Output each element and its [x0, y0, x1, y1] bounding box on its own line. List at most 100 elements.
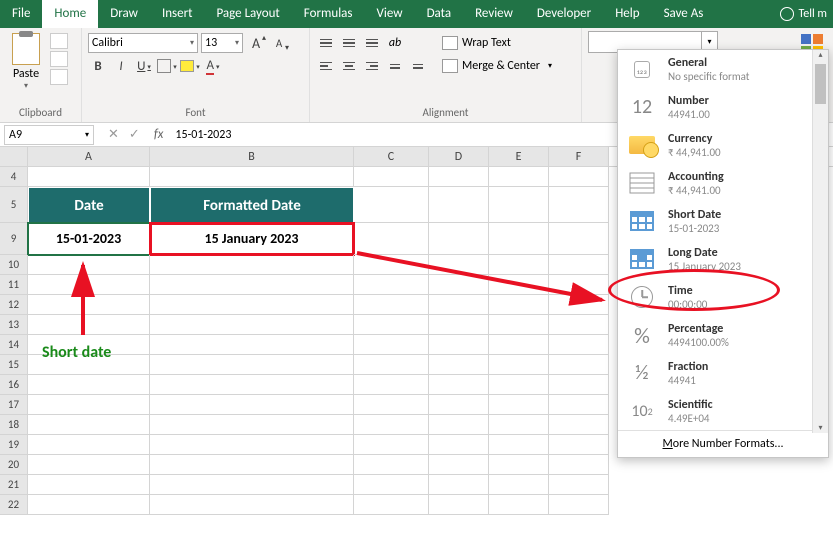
- format-fraction[interactable]: ½ Fraction44941: [618, 354, 828, 392]
- cell-c12[interactable]: [354, 295, 429, 315]
- fx-icon[interactable]: fx: [154, 127, 164, 142]
- cell-f15[interactable]: [549, 355, 609, 375]
- cell-a21[interactable]: [28, 475, 150, 495]
- cell-e13[interactable]: [489, 315, 549, 335]
- cell-b13[interactable]: [150, 315, 354, 335]
- cell-a20[interactable]: [28, 455, 150, 475]
- select-all-corner[interactable]: [0, 147, 28, 166]
- cell-f5[interactable]: [549, 187, 609, 223]
- cell-d17[interactable]: [429, 395, 489, 415]
- cell-b17[interactable]: [150, 395, 354, 415]
- tab-help[interactable]: Help: [603, 0, 651, 28]
- font-color-button[interactable]: A▾: [203, 56, 223, 76]
- cell-e17[interactable]: [489, 395, 549, 415]
- cell-c20[interactable]: [354, 455, 429, 475]
- row-header-10[interactable]: 10: [0, 255, 28, 275]
- cell-b15[interactable]: [150, 355, 354, 375]
- cell-d19[interactable]: [429, 435, 489, 455]
- cell-f19[interactable]: [549, 435, 609, 455]
- fill-color-button[interactable]: ▾: [180, 56, 200, 76]
- row-header-16[interactable]: 16: [0, 375, 28, 395]
- align-middle-button[interactable]: [339, 33, 359, 53]
- bold-button[interactable]: B: [88, 56, 108, 76]
- cell-b5[interactable]: Formatted Date: [150, 187, 354, 223]
- cell-b21[interactable]: [150, 475, 354, 495]
- cell-c9[interactable]: [354, 223, 429, 255]
- cell-b20[interactable]: [150, 455, 354, 475]
- row-header-20[interactable]: 20: [0, 455, 28, 475]
- cell-d9[interactable]: [429, 223, 489, 255]
- cell-b9[interactable]: 15 January 2023: [150, 223, 354, 255]
- cell-b4[interactable]: [150, 167, 354, 187]
- cell-d11[interactable]: [429, 275, 489, 295]
- col-header-a[interactable]: A: [28, 147, 150, 166]
- cell-e10[interactable]: [489, 255, 549, 275]
- tab-draw[interactable]: Draw: [98, 0, 150, 28]
- cell-c10[interactable]: [354, 255, 429, 275]
- col-header-e[interactable]: E: [489, 147, 549, 166]
- format-accounting[interactable]: Accounting₹ 44,941.00: [618, 164, 828, 202]
- underline-button[interactable]: U▾: [134, 56, 154, 76]
- format-currency[interactable]: Currency₹ 44,941.00: [618, 126, 828, 164]
- col-header-f[interactable]: F: [549, 147, 609, 166]
- font-size-combo[interactable]: 13▾: [201, 33, 243, 53]
- cell-a12[interactable]: [28, 295, 150, 315]
- cell-e19[interactable]: [489, 435, 549, 455]
- cell-f21[interactable]: [549, 475, 609, 495]
- cell-c19[interactable]: [354, 435, 429, 455]
- cell-c14[interactable]: [354, 335, 429, 355]
- format-general[interactable]: ₁₂₃ GeneralNo specific format: [618, 50, 828, 88]
- paste-button[interactable]: Paste ▾: [6, 31, 46, 91]
- cell-a4[interactable]: [28, 167, 150, 187]
- increase-font-button[interactable]: A▴: [246, 33, 266, 53]
- tab-page-layout[interactable]: Page Layout: [204, 0, 291, 28]
- cell-b16[interactable]: [150, 375, 354, 395]
- cell-f12[interactable]: [549, 295, 609, 315]
- orientation-button[interactable]: ab: [385, 33, 405, 53]
- cell-f20[interactable]: [549, 455, 609, 475]
- wrap-text-button[interactable]: Wrap Text: [438, 33, 556, 53]
- format-time[interactable]: Time00:00:00: [618, 278, 828, 316]
- row-header-13[interactable]: 13: [0, 315, 28, 335]
- row-header-5[interactable]: 5: [0, 187, 28, 223]
- cell-c21[interactable]: [354, 475, 429, 495]
- cell-e16[interactable]: [489, 375, 549, 395]
- cell-f22[interactable]: [549, 495, 609, 515]
- tab-insert[interactable]: Insert: [150, 0, 205, 28]
- merge-center-button[interactable]: Merge & Center▾: [438, 56, 556, 76]
- format-percentage[interactable]: % Percentage4494100.00%: [618, 316, 828, 354]
- cell-f10[interactable]: [549, 255, 609, 275]
- cell-a16[interactable]: [28, 375, 150, 395]
- cell-a22[interactable]: [28, 495, 150, 515]
- cell-e14[interactable]: [489, 335, 549, 355]
- enter-icon[interactable]: ✓: [129, 127, 140, 142]
- cell-b19[interactable]: [150, 435, 354, 455]
- row-header-17[interactable]: 17: [0, 395, 28, 415]
- cell-d16[interactable]: [429, 375, 489, 395]
- row-header-14[interactable]: 14: [0, 335, 28, 355]
- cell-d20[interactable]: [429, 455, 489, 475]
- align-left-button[interactable]: [316, 56, 336, 76]
- row-header-15[interactable]: 15: [0, 355, 28, 375]
- cell-a11[interactable]: [28, 275, 150, 295]
- cell-d15[interactable]: [429, 355, 489, 375]
- cell-d14[interactable]: [429, 335, 489, 355]
- row-header-9[interactable]: 9: [0, 223, 28, 255]
- cell-a10[interactable]: [28, 255, 150, 275]
- align-top-button[interactable]: [316, 33, 336, 53]
- align-center-button[interactable]: [339, 56, 359, 76]
- dropdown-scrollbar[interactable]: [812, 50, 828, 433]
- cell-b11[interactable]: [150, 275, 354, 295]
- cell-f16[interactable]: [549, 375, 609, 395]
- row-header-21[interactable]: 21: [0, 475, 28, 495]
- tab-developer[interactable]: Developer: [525, 0, 603, 28]
- row-header-22[interactable]: 22: [0, 495, 28, 515]
- italic-button[interactable]: I: [111, 56, 131, 76]
- cancel-icon[interactable]: ✕: [108, 127, 119, 142]
- col-header-b[interactable]: B: [150, 147, 354, 166]
- cell-c5[interactable]: [354, 187, 429, 223]
- tell-me[interactable]: Tell m: [774, 7, 833, 21]
- col-header-c[interactable]: C: [354, 147, 429, 166]
- cell-a9[interactable]: 15-01-2023: [28, 223, 150, 255]
- row-header-18[interactable]: 18: [0, 415, 28, 435]
